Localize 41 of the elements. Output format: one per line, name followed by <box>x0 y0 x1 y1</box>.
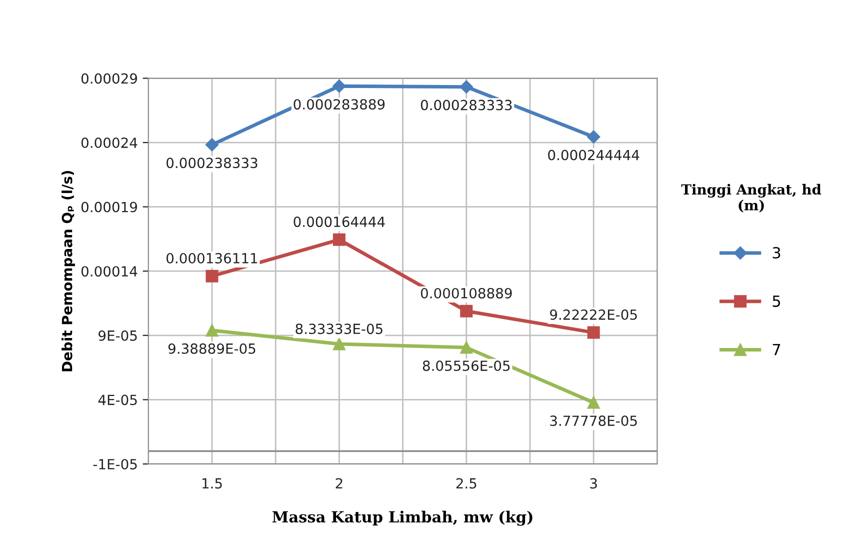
data-label: 0.000244444 <box>548 150 640 160</box>
data-label: 0.000283333 <box>420 100 512 110</box>
data-label: 9.22222E-05 <box>550 309 637 320</box>
y-tick-label: 0.00024 <box>81 138 138 148</box>
data-label: 0.000136111 <box>166 252 258 264</box>
y-tick-label: 0.00019 <box>81 202 138 212</box>
point <box>332 80 346 93</box>
y-tick-label: 0.00029 <box>81 73 138 84</box>
x-tick-label: 2 <box>336 478 342 488</box>
data-label: 9.38889E-05 <box>168 343 256 354</box>
y-tick-label: -1E-05 <box>93 458 137 470</box>
x-axis-title: Massa Katup Limbah, mw (kg) <box>272 510 532 526</box>
data-label: 0.000164444 <box>294 216 385 228</box>
point <box>206 324 218 337</box>
y-tick-label: 4E-05 <box>98 394 137 406</box>
data-label: 0.000283889 <box>294 99 385 110</box>
data-label: 8.05556E-05 <box>422 360 510 372</box>
data-label: 8.33333E-05 <box>296 324 382 334</box>
point <box>332 338 346 350</box>
legend-title: Tinggi Angkat, hd (m) <box>681 184 822 212</box>
data-label: 0.000108889 <box>420 288 512 298</box>
point <box>460 304 473 318</box>
point <box>587 326 600 339</box>
point <box>587 396 600 409</box>
y-tick-label: 0.00014 <box>81 266 138 277</box>
x-tick-label: 1.5 <box>202 478 222 489</box>
data-label: 0.000238333 <box>166 158 258 168</box>
y-tick-label: 9E-05 <box>98 330 137 341</box>
x-tick-label: 3 <box>590 478 597 489</box>
point <box>587 130 600 144</box>
point <box>460 80 473 94</box>
y-axis-title: Debit Pemompaan Qₚ (l/s) <box>62 170 75 372</box>
legend-label: 5 <box>772 296 780 307</box>
x-tick-label: 2.5 <box>456 478 476 489</box>
point <box>206 270 218 282</box>
legend-label: 3 <box>772 246 780 259</box>
point <box>332 233 346 246</box>
point <box>460 341 473 354</box>
data-label: 3.77778E-05 <box>550 416 637 426</box>
legend-label: 7 <box>772 344 780 356</box>
point <box>205 138 219 152</box>
